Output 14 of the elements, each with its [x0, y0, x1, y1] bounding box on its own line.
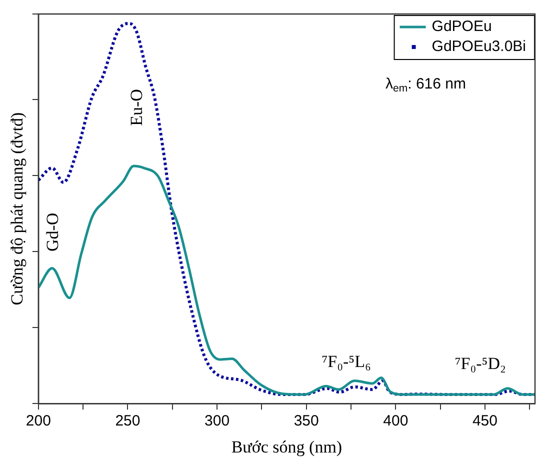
annotation: ⁷F₀-⁵D₂	[454, 354, 506, 374]
annotation: Gd-O	[42, 212, 62, 252]
x-axis-title: Bước sóng (nm)	[231, 437, 342, 456]
legend-label: GdPOEu	[432, 18, 492, 36]
x-tick-label: 350	[294, 412, 319, 430]
annotation: ⁷F₀-⁵L₆	[322, 352, 371, 372]
x-tick-label: 400	[383, 412, 408, 430]
annotation: Eu-O	[127, 89, 146, 126]
y-axis-title: Cường độ phát quang (đvtđ)	[8, 112, 27, 306]
x-tick-label: 200	[26, 412, 51, 430]
x-tick-label: 450	[472, 412, 498, 430]
x-tick-label: 300	[204, 412, 230, 430]
legend-label: GdPOEu3.0Bi	[432, 38, 526, 56]
x-tick-label: 250	[115, 412, 140, 430]
